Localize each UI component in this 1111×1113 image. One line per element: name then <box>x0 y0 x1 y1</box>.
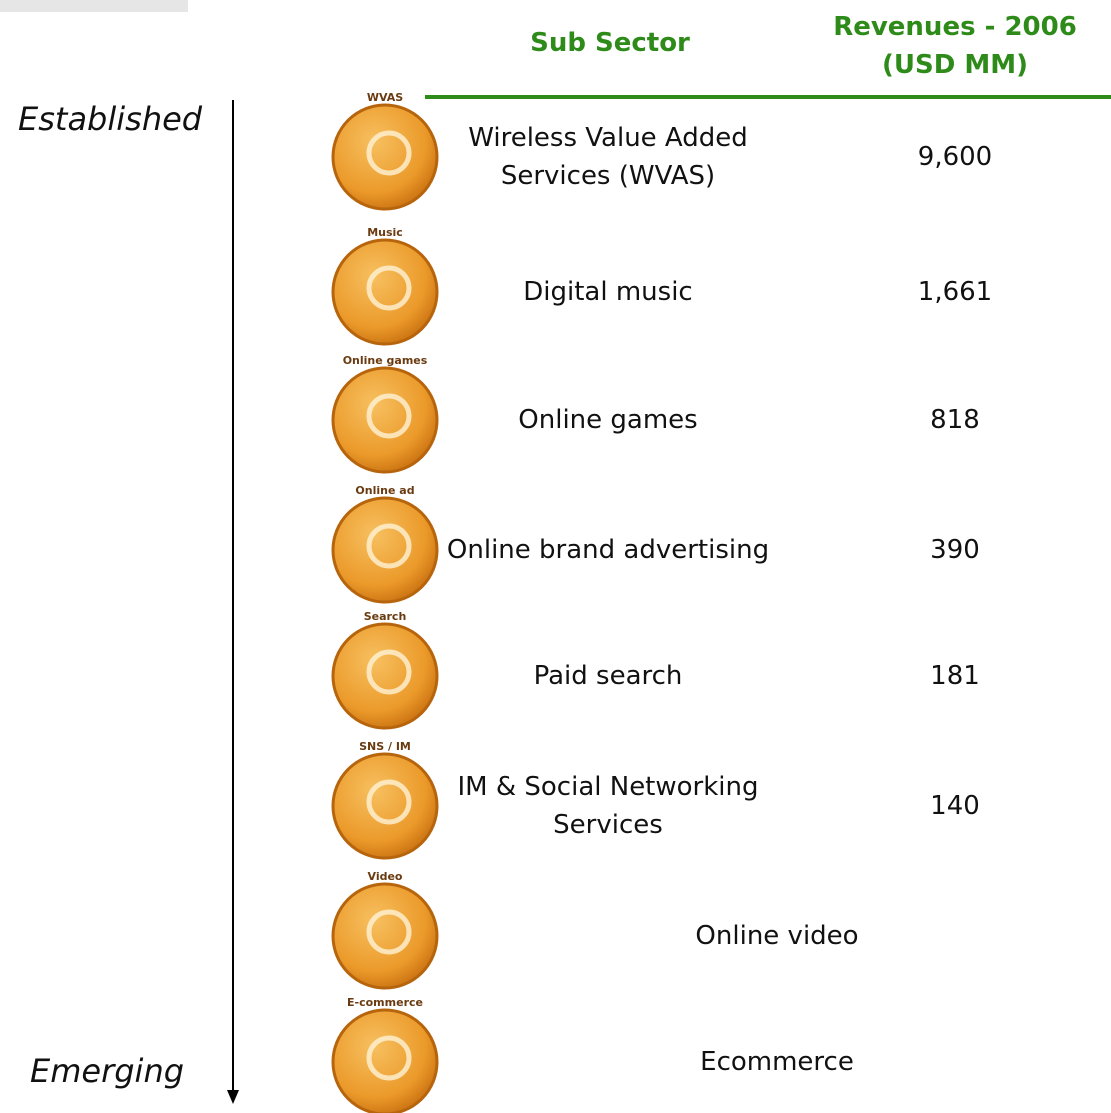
icon-label: Search <box>363 610 407 623</box>
axis-top-label: Established <box>18 100 203 138</box>
icon-circle <box>331 882 439 990</box>
icon-glyph <box>366 1035 412 1081</box>
icon-label: WVAS <box>366 91 404 104</box>
axis-bottom-label: Emerging <box>30 1052 185 1090</box>
icon-label: Online ad <box>355 484 415 497</box>
icon-glyph <box>366 779 412 825</box>
icon-circle <box>331 752 439 860</box>
icon-circle <box>331 496 439 604</box>
top-bar <box>0 0 188 12</box>
revenue-value: 181 <box>930 661 980 691</box>
icon-glyph <box>366 649 412 695</box>
sub-sector-name: Online brand advertising <box>446 535 770 565</box>
sub-sector-name: Ecommerce <box>700 1047 854 1077</box>
sub-sector-name: Wireless Value Added Services (WVAS) <box>468 123 748 191</box>
revenues-header-line: Revenues - 2006 <box>833 12 1077 42</box>
icon-label: Music <box>367 226 403 239</box>
icon-circle <box>331 622 439 730</box>
icon-label: Online games <box>342 354 428 367</box>
icon-circle <box>331 238 439 346</box>
icon-glyph <box>366 130 412 176</box>
revenues-header-line: (USD MM) <box>882 50 1028 80</box>
sub-sector-name: Paid search <box>533 661 683 691</box>
axis-arrowhead <box>227 1090 239 1104</box>
sub-sector-name: IM & Social Networking Services <box>457 772 759 840</box>
icon-circle <box>331 1008 439 1113</box>
icon-label: Video <box>367 870 403 883</box>
icon-glyph <box>366 909 412 955</box>
icon-glyph <box>366 393 412 439</box>
revenue-value: 818 <box>930 405 980 435</box>
sub-sector-name: Digital music <box>523 277 693 307</box>
revenues-header: Revenues - 2006 (USD MM) <box>800 12 1110 80</box>
icon-label: E-commerce <box>347 996 423 1009</box>
revenue-value: 390 <box>930 535 980 565</box>
revenue-value: 1,661 <box>917 277 993 307</box>
sub-sector-name: Online games <box>518 405 698 435</box>
icon-label: SNS / IM <box>359 740 411 753</box>
icon-circle <box>331 103 439 211</box>
revenue-value: 9,600 <box>917 142 993 172</box>
header-rule <box>425 95 1111 99</box>
icon-glyph <box>366 523 412 569</box>
sub-sector-name: Online video <box>695 921 859 951</box>
icon-glyph <box>366 265 412 311</box>
sub-sector-header: Sub Sector <box>530 28 690 58</box>
icon-circle <box>331 366 439 474</box>
revenue-value: 140 <box>930 791 980 821</box>
